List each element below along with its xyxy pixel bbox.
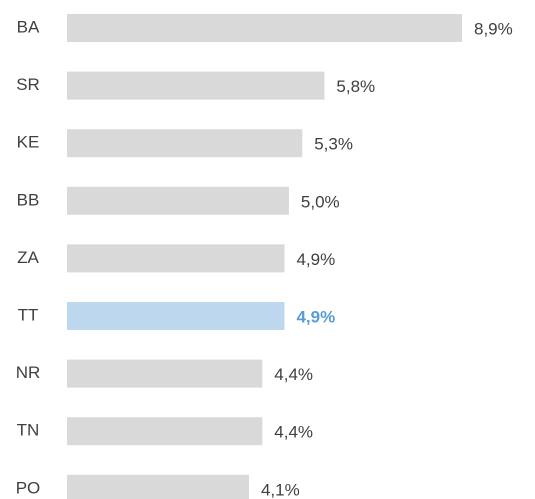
category-label: SR <box>16 75 40 94</box>
bar <box>67 417 263 446</box>
category-label: BB <box>17 190 40 209</box>
value-label: 4,9% <box>296 307 335 326</box>
bar <box>67 186 289 215</box>
bar <box>67 129 303 158</box>
value-label: 5,8% <box>336 77 375 96</box>
bar <box>67 359 263 388</box>
category-label: KE <box>17 133 40 152</box>
bar <box>67 302 285 330</box>
category-label: TT <box>18 305 39 324</box>
bar <box>67 71 325 100</box>
value-label: 4,9% <box>296 250 335 269</box>
value-label: 4,4% <box>274 423 313 442</box>
value-label: 5,3% <box>314 135 353 154</box>
category-label: PO <box>16 478 41 497</box>
value-label: 8,9% <box>474 19 513 38</box>
category-label: NR <box>16 363 41 382</box>
value-label: 4,4% <box>274 365 313 384</box>
category-label: BA <box>17 17 40 36</box>
bar <box>67 244 285 273</box>
bar <box>67 14 462 42</box>
value-label: 4,1% <box>261 480 300 499</box>
bar <box>67 474 249 499</box>
category-label: ZA <box>17 248 39 267</box>
category-label: TN <box>17 421 40 440</box>
value-label: 5,0% <box>301 192 340 211</box>
